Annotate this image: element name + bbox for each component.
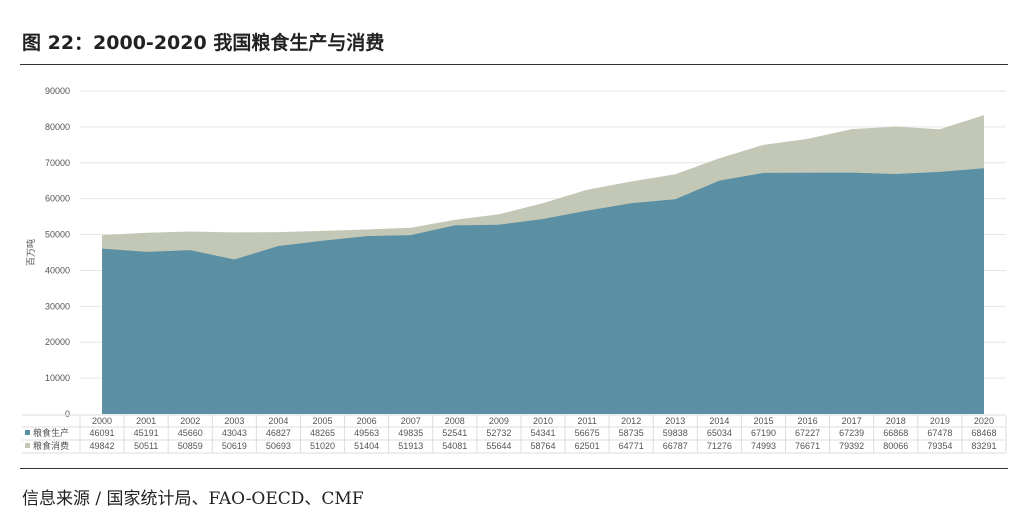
legend-label: 粮食消费 — [33, 440, 69, 451]
y-axis-label: 百万吨 — [25, 239, 36, 266]
data-label: 55644 — [486, 441, 511, 451]
data-label: 67478 — [927, 428, 952, 438]
x-tick-label: 2002 — [180, 416, 200, 426]
x-tick-label: 2006 — [357, 416, 377, 426]
data-label: 65034 — [707, 428, 732, 438]
data-label: 79392 — [839, 441, 864, 451]
data-label: 62501 — [575, 441, 600, 451]
x-tick-label: 2010 — [533, 416, 553, 426]
x-tick-label: 2001 — [136, 416, 156, 426]
x-tick-label: 2004 — [268, 416, 288, 426]
data-label: 45191 — [134, 428, 159, 438]
data-label: 67239 — [839, 428, 864, 438]
footer-divider — [20, 468, 1008, 469]
y-tick-label: 80000 — [45, 122, 70, 132]
data-label: 67227 — [795, 428, 820, 438]
x-tick-label: 2016 — [798, 416, 818, 426]
data-label: 51020 — [310, 441, 335, 451]
y-tick-label: 30000 — [45, 301, 70, 311]
y-tick-label: 70000 — [45, 158, 70, 168]
data-label: 71276 — [707, 441, 732, 451]
data-label: 45660 — [178, 428, 203, 438]
y-tick-label: 60000 — [45, 194, 70, 204]
legend-swatch — [25, 430, 30, 435]
data-label: 49835 — [398, 428, 423, 438]
data-label: 80066 — [883, 441, 908, 451]
data-label: 43043 — [222, 428, 247, 438]
y-tick-label: 50000 — [45, 230, 70, 240]
data-label: 68468 — [971, 428, 996, 438]
x-tick-label: 2017 — [842, 416, 862, 426]
data-label: 46091 — [90, 428, 115, 438]
x-tick-label: 2009 — [489, 416, 509, 426]
data-label: 46827 — [266, 428, 291, 438]
data-label: 83291 — [971, 441, 996, 451]
data-label: 50511 — [134, 441, 158, 451]
data-label: 50859 — [178, 441, 203, 451]
x-tick-label: 2003 — [224, 416, 244, 426]
data-label: 74993 — [751, 441, 776, 451]
data-label: 49563 — [354, 428, 379, 438]
legend-label: 粮食生产 — [33, 427, 69, 438]
x-tick-label: 2012 — [621, 416, 641, 426]
x-tick-label: 2015 — [753, 416, 773, 426]
y-tick-label: 90000 — [45, 86, 70, 96]
x-tick-label: 2018 — [886, 416, 906, 426]
data-label: 49842 — [90, 441, 115, 451]
data-label: 66787 — [663, 441, 688, 451]
y-tick-label: 40000 — [45, 265, 70, 275]
data-label: 54081 — [442, 441, 467, 451]
source-note: 信息来源 / 国家统计局、FAO-OECD、CMF — [22, 489, 364, 509]
data-label: 54341 — [530, 428, 555, 438]
data-label: 67190 — [751, 428, 776, 438]
x-tick-label: 2013 — [665, 416, 685, 426]
title-divider — [20, 64, 1008, 65]
y-tick-label: 10000 — [45, 373, 70, 383]
data-label: 51404 — [354, 441, 379, 451]
data-label: 64771 — [619, 441, 644, 451]
x-tick-label: 2020 — [974, 416, 994, 426]
data-label: 56675 — [575, 428, 600, 438]
data-label: 52541 — [442, 428, 467, 438]
x-tick-label: 2019 — [930, 416, 950, 426]
x-tick-label: 2005 — [313, 416, 333, 426]
series-area-production — [102, 168, 984, 414]
data-label: 79354 — [927, 441, 952, 451]
x-tick-label: 2011 — [577, 416, 596, 426]
x-tick-label: 2007 — [401, 416, 421, 426]
data-label: 48265 — [310, 428, 335, 438]
data-label: 50619 — [222, 441, 247, 451]
data-label: 59838 — [663, 428, 688, 438]
legend-swatch — [25, 443, 30, 448]
data-label: 52732 — [486, 428, 511, 438]
x-tick-label: 2008 — [445, 416, 465, 426]
y-tick-label: 0 — [65, 409, 70, 419]
chart: 0 10000 20000 30000 40000 50000 60000 70000 8000… — [22, 86, 1007, 454]
data-label: 58735 — [619, 428, 644, 438]
page-title: 图 22：2000-2020 我国粮食生产与消费 — [22, 32, 385, 54]
y-tick-label: 20000 — [45, 337, 70, 347]
data-label: 66868 — [883, 428, 908, 438]
x-tick-label: 2000 — [92, 416, 112, 426]
data-label: 50693 — [266, 441, 291, 451]
data-label: 51913 — [398, 441, 423, 451]
x-tick-label: 2014 — [709, 416, 729, 426]
data-label: 76671 — [795, 441, 820, 451]
data-label: 58764 — [530, 441, 555, 451]
